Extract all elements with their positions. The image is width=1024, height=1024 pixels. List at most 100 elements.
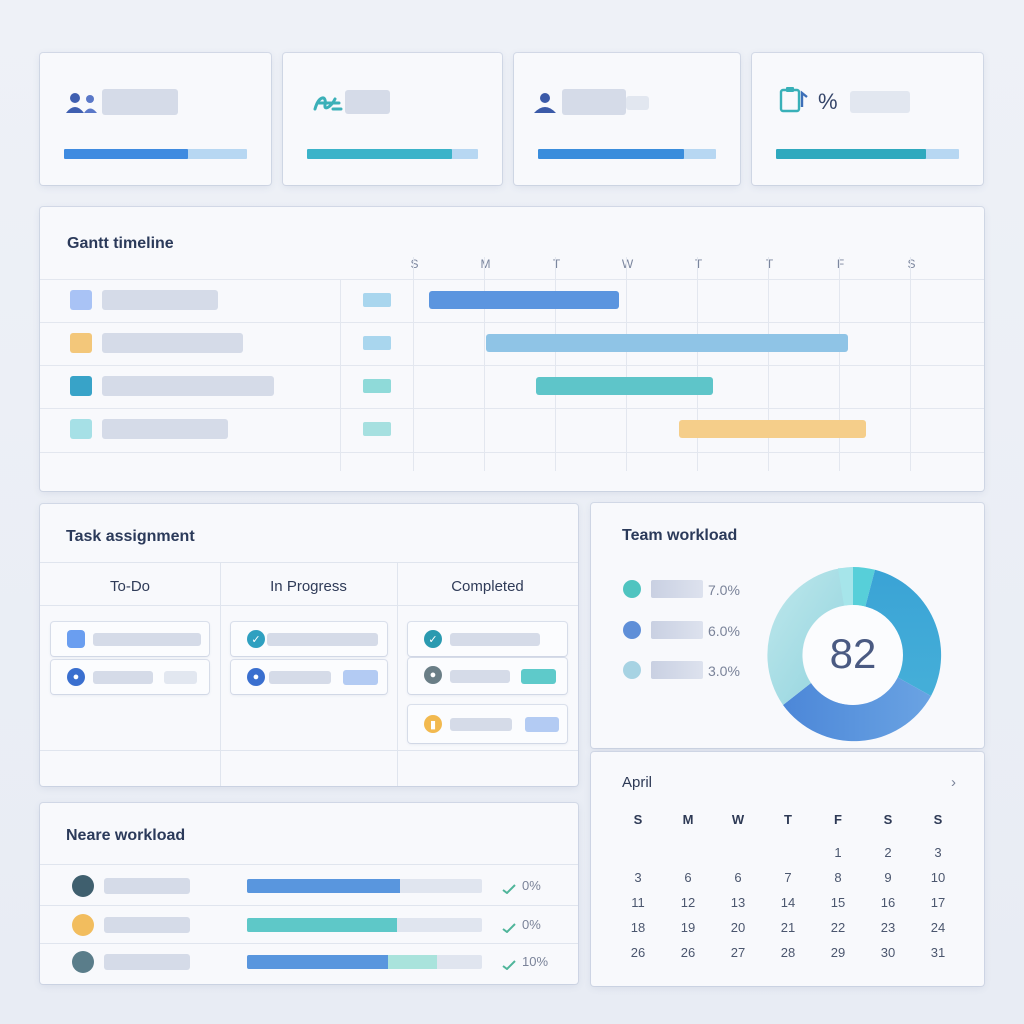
donut-segment — [853, 567, 875, 607]
gantt-day-label: T — [694, 257, 703, 271]
calendar-day[interactable]: 29 — [830, 945, 846, 960]
calendar-weekday: T — [784, 812, 792, 827]
calendar-day[interactable]: 26 — [680, 945, 696, 960]
calendar-weekday: M — [682, 812, 694, 827]
member-avatar — [72, 914, 94, 936]
gantt-row-divider — [40, 322, 984, 323]
stat-card-percent[interactable]: % — [752, 53, 983, 185]
gantt-status-tag — [363, 422, 391, 436]
gantt-day-divider — [910, 257, 911, 471]
gantt-day-label: S — [907, 257, 916, 271]
gantt-row-divider — [40, 452, 984, 453]
stat-sub-placeholder — [626, 96, 649, 110]
stat-progress-bar — [64, 149, 247, 159]
calendar-day[interactable]: 20 — [730, 920, 746, 935]
calendar-day[interactable]: 16 — [880, 895, 896, 910]
legend-dot — [623, 621, 641, 639]
donut-segment — [865, 569, 942, 696]
gantt-task-bar[interactable] — [679, 420, 866, 438]
column-header-in-progress[interactable]: In Progress — [270, 578, 347, 595]
gantt-task-icon — [70, 376, 92, 396]
stat-label-placeholder — [562, 89, 626, 115]
calendar-day[interactable]: 6 — [684, 870, 692, 885]
calendar-day[interactable]: 31 — [930, 945, 946, 960]
calendar-day[interactable]: 27 — [730, 945, 746, 960]
column-header-completed[interactable]: Completed — [451, 578, 524, 595]
calendar-day[interactable]: 10 — [930, 870, 946, 885]
calendar-day[interactable]: 28 — [780, 945, 796, 960]
gantt-status-tag — [363, 336, 391, 350]
clipboard-icon: ▮ — [424, 715, 442, 733]
calendar-day[interactable]: 12 — [680, 895, 696, 910]
gantt-day-label: M — [480, 257, 491, 271]
gantt-task-bar[interactable] — [535, 377, 714, 395]
member-workload-value: 0% — [522, 917, 541, 932]
task-square-icon — [67, 630, 85, 648]
calendar-day[interactable]: 19 — [680, 920, 696, 935]
calendar-day[interactable]: 3 — [934, 845, 942, 860]
column-header-todo[interactable]: To-Do — [109, 578, 150, 595]
gantt-day-label: W — [621, 257, 634, 271]
calendar-weekday: S — [633, 812, 643, 827]
member-progress-bar — [247, 955, 482, 969]
legend-value: 3.0% — [708, 663, 740, 679]
gantt-task-bar[interactable] — [429, 291, 619, 309]
stat-card-signatures[interactable] — [283, 53, 502, 185]
task-card[interactable]: ● — [231, 660, 387, 694]
gantt-day-divider — [626, 257, 627, 471]
calendar-day[interactable]: 8 — [834, 870, 842, 885]
calendar-day[interactable]: 18 — [630, 920, 646, 935]
calendar-day[interactable]: 24 — [930, 920, 946, 935]
calendar-day[interactable]: 6 — [734, 870, 742, 885]
gantt-task-name-placeholder — [102, 333, 243, 353]
member-workload-title: Neare workload — [66, 827, 186, 844]
calendar-day[interactable]: 14 — [780, 895, 796, 910]
calendar-day[interactable]: 3 — [634, 870, 642, 885]
stat-card-team[interactable] — [40, 53, 271, 185]
task-card[interactable]: ● — [408, 658, 567, 694]
task-card[interactable] — [51, 622, 209, 656]
member-progress-bar — [247, 879, 482, 893]
calendar-day[interactable]: 7 — [784, 870, 792, 885]
calendar-day[interactable]: 1 — [834, 845, 842, 860]
calendar-day[interactable]: 21 — [780, 920, 796, 935]
member-workload-panel: Neare workload 0% 0% 10% — [40, 803, 578, 984]
chevron-right-icon[interactable]: › — [951, 774, 956, 791]
legend-value: 7.0% — [708, 582, 740, 598]
stat-label-placeholder — [102, 89, 178, 115]
gantt-day-divider — [555, 257, 556, 471]
gantt-row-divider — [40, 279, 984, 280]
calendar-day[interactable]: 9 — [884, 870, 892, 885]
calendar-day[interactable]: 15 — [830, 895, 846, 910]
gantt-day-divider — [839, 257, 840, 471]
task-card[interactable]: ✓ — [231, 622, 387, 656]
calendar-day[interactable]: 22 — [830, 920, 846, 935]
task-label-placeholder — [450, 633, 540, 646]
gantt-task-bar[interactable] — [486, 334, 849, 352]
task-label-placeholder — [450, 718, 512, 731]
calendar-day[interactable]: 2 — [884, 845, 892, 860]
gantt-task-name-placeholder — [102, 376, 274, 396]
member-progress-extra — [388, 955, 438, 969]
gantt-task-name-placeholder — [102, 419, 228, 439]
gantt-row-divider — [40, 365, 984, 366]
calendar-day[interactable]: 11 — [631, 895, 645, 910]
calendar-day[interactable]: 23 — [880, 920, 896, 935]
calendar-day[interactable]: 13 — [730, 895, 746, 910]
task-card[interactable]: ● — [51, 660, 209, 694]
member-progress-bar — [247, 918, 482, 932]
calendar-day[interactable]: 30 — [880, 945, 896, 960]
user-avatar-icon: ● — [247, 668, 265, 686]
team-workload-title: Team workload — [622, 527, 738, 544]
task-card[interactable]: ▮ — [408, 705, 567, 743]
calendar-day[interactable]: 26 — [630, 945, 646, 960]
calendar-day[interactable]: 17 — [930, 895, 946, 910]
gantt-day-divider — [413, 257, 414, 471]
signature-icon: ✓ — [424, 630, 442, 648]
task-card[interactable]: ✓ — [408, 622, 567, 656]
task-label-placeholder — [93, 671, 153, 684]
task-tag-placeholder — [525, 717, 559, 732]
member-progress-fill — [247, 918, 398, 932]
member-avatar — [72, 875, 94, 897]
stat-card-users[interactable] — [514, 53, 740, 185]
